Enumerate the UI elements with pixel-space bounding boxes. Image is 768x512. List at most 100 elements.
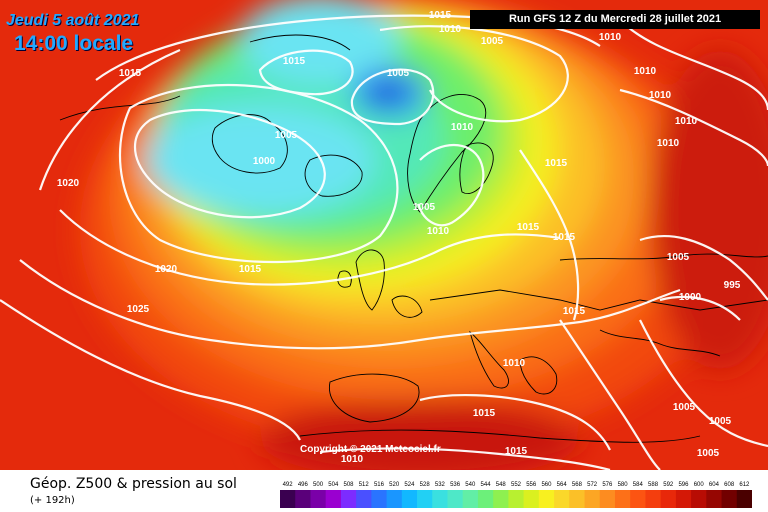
legend-color-swatch — [462, 490, 479, 508]
legend-tick-label: 600 — [694, 482, 705, 488]
legend-color-swatch — [645, 490, 662, 508]
legend-color-swatch — [447, 490, 464, 508]
legend-tick-label: 528 — [420, 482, 431, 488]
weather-map: 1015 1010 1005 1010 1015 1005 1015 1010 1010 1010… — [0, 0, 768, 470]
forecast-time: 14:00 locale — [14, 32, 134, 55]
copyright-notice: Copyright © 2021 Meteociel.fr — [300, 444, 441, 455]
legend-tick-label: 532 — [435, 482, 446, 488]
legend-color-swatch — [554, 490, 570, 508]
legend-tick-label: 608 — [724, 482, 735, 488]
legend-tick-label: 540 — [465, 482, 476, 488]
isobar-label: 1005 — [481, 36, 504, 47]
isobar-label: 1015 — [545, 158, 568, 169]
legend-color-swatch — [432, 490, 448, 508]
isobar-label: 1010 — [649, 90, 672, 101]
legend-color-swatch — [417, 490, 433, 508]
isobar-label: 1015 — [517, 222, 540, 233]
legend-color-swatch — [660, 490, 677, 508]
isobar-label: 1015 — [119, 68, 142, 79]
legend-tick-label: 520 — [389, 482, 400, 488]
legend-color-swatch — [721, 490, 738, 508]
legend-tick-label: 544 — [481, 482, 492, 488]
legend-tick-label: 524 — [404, 482, 415, 488]
legend-tick-label: 576 — [602, 482, 613, 488]
legend-color-swatch — [675, 490, 692, 508]
legend-tick-label: 516 — [374, 482, 385, 488]
legend-tick-label: 612 — [739, 482, 750, 488]
legend-color-swatch — [630, 490, 646, 508]
legend-tick-label: 496 — [298, 482, 309, 488]
legend-tick-label: 604 — [709, 482, 720, 488]
legend-tick-label: 552 — [511, 482, 522, 488]
color-scale-legend: 492 496 500 504 508 512 516 520 524 528 532 536 540 5… — [280, 482, 752, 508]
legend-color-swatch — [386, 490, 403, 508]
legend-tick-label: 504 — [328, 482, 339, 488]
isobar-label: 1015 — [283, 56, 306, 67]
legend-color-swatch — [356, 490, 372, 508]
isobar-label: 1015 — [553, 232, 576, 243]
isobar-label: 1025 — [127, 304, 150, 315]
isobar-label: 1000 — [679, 292, 702, 303]
isobar-label: 1010 — [439, 24, 462, 35]
isobar-label: 1000 — [253, 156, 276, 167]
legend-color-swatch — [295, 490, 311, 508]
isobar-label: 1010 — [599, 32, 622, 43]
isobar-label: 995 — [724, 280, 741, 291]
isobar-label: 1015 — [505, 446, 528, 457]
isobar-label: 1005 — [387, 68, 410, 79]
legend-color-swatch — [508, 490, 525, 508]
isobar-label: 1010 — [657, 138, 680, 149]
legend-tick-label: 556 — [526, 482, 537, 488]
isobar-label: 1010 — [427, 226, 450, 237]
legend-color-swatch — [310, 490, 327, 508]
legend-color-swatch — [401, 490, 418, 508]
legend-tick-label: 536 — [450, 482, 461, 488]
legend-tick-label: 492 — [283, 482, 294, 488]
isobar-label: 1015 — [429, 10, 452, 21]
isobar-label: 1010 — [341, 454, 364, 465]
legend-color-swatch — [325, 490, 342, 508]
isobar-label: 1015 — [563, 306, 586, 317]
legend-color-swatch — [599, 490, 616, 508]
footer-panel: Géop. Z500 & pression au sol (+ 192h) 49… — [0, 470, 768, 512]
forecast-date: Jeudi 5 août 2021 — [6, 12, 140, 29]
isobar-label: 1010 — [675, 116, 698, 127]
legend-color-swatch — [706, 490, 723, 508]
map-parameter-title: Géop. Z500 & pression au sol — [30, 476, 237, 492]
legend-tick-label: 580 — [618, 482, 629, 488]
legend-tick-label: 588 — [648, 482, 659, 488]
legend-tick-label: 508 — [344, 482, 355, 488]
coastlines — [59, 34, 768, 443]
isobar-label: 1005 — [673, 402, 696, 413]
legend-color-swatch — [569, 490, 586, 508]
legend-color-swatch — [371, 490, 388, 508]
legend-color-swatch — [340, 490, 357, 508]
isobar-label: 1005 — [697, 448, 720, 459]
legend-color-swatch — [477, 490, 494, 508]
isobar-label: 1020 — [57, 178, 80, 189]
legend-color-swatch — [584, 490, 601, 508]
legend-color-swatch — [523, 490, 540, 508]
isobar-label: 1015 — [473, 408, 496, 419]
legend-tick-label: 584 — [633, 482, 644, 488]
isobar-lines — [0, 14, 768, 470]
model-run-label: Run GFS 12 Z du Mercredi 28 juillet 2021 — [470, 10, 760, 29]
isobar-label: 1015 — [239, 264, 262, 275]
legend-color-swatch — [493, 490, 509, 508]
legend-tick-label: 512 — [359, 482, 370, 488]
isobar-label: 1005 — [667, 252, 690, 263]
legend-color-swatch — [280, 490, 296, 508]
isobar-label: 1010 — [634, 66, 657, 77]
isobar-label: 1005 — [413, 202, 436, 213]
forecast-lead-time: (+ 192h) — [30, 495, 75, 506]
isobar-label: 1010 — [503, 358, 526, 369]
legend-color-swatch — [736, 490, 752, 508]
legend-color-swatch — [691, 490, 707, 508]
legend-tick-label: 560 — [541, 482, 552, 488]
legend-tick-label: 568 — [572, 482, 583, 488]
isobar-label: 1005 — [275, 130, 298, 141]
legend-color-swatch — [538, 490, 555, 508]
legend-tick-label: 564 — [557, 482, 568, 488]
legend-tick-label: 548 — [496, 482, 507, 488]
legend-color-swatch — [614, 490, 631, 508]
